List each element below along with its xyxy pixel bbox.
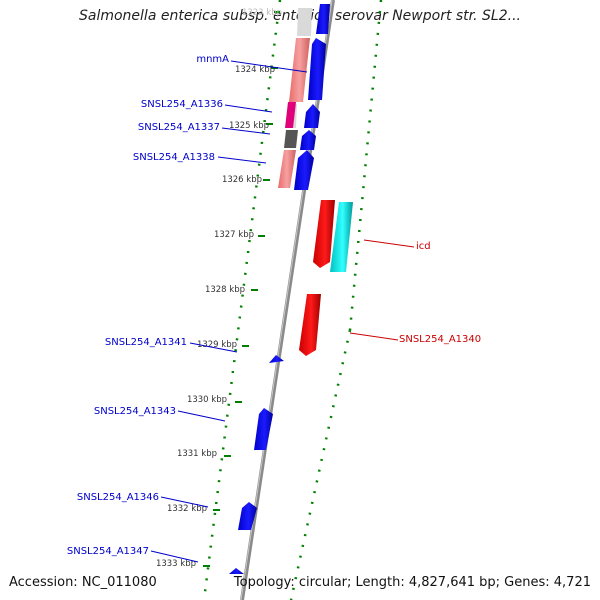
cds-SNSL254_A1347[interactable] xyxy=(229,568,244,574)
feature-label-mnmA[interactable]: mnmA xyxy=(196,54,229,65)
feature-label-SNSL254_A1340[interactable]: SNSL254_A1340 xyxy=(399,334,481,345)
feature-label-SNSL254_A1338[interactable]: SNSL254_A1338 xyxy=(133,152,215,163)
gene-band-top xyxy=(297,8,312,36)
tick-marks xyxy=(203,11,280,567)
tick-labels: 1323 kbp 1324 kbp 1325 kbp 1326 kbp 1327… xyxy=(156,8,282,569)
feature-label-SNSL254_A1347[interactable]: SNSL254_A1347 xyxy=(67,546,149,557)
trna-feature xyxy=(285,102,296,128)
cds-SNSL254_A1336[interactable] xyxy=(304,104,320,128)
tick-label: 1330 kbp xyxy=(187,395,227,405)
tick-label: 1323 kbp xyxy=(242,8,282,18)
cds-SNSL254_A1346[interactable] xyxy=(238,502,257,530)
feature-label-icd[interactable]: icd xyxy=(416,241,431,252)
feature-icd-cyan[interactable] xyxy=(330,202,353,272)
tick-label: 1327 kbp xyxy=(214,230,254,240)
feature-label-SNSL254_A1337[interactable]: SNSL254_A1337 xyxy=(138,122,220,133)
tick-label: 1332 kbp xyxy=(167,504,207,514)
rrna-feature xyxy=(284,130,298,148)
topology-label: Topology: circular; Length: 4,827,641 bp… xyxy=(233,575,591,590)
tick-label: 1328 kbp xyxy=(205,285,245,295)
feature-label-SNSL254_A1346[interactable]: SNSL254_A1346 xyxy=(77,492,159,503)
gene-band-lower xyxy=(278,150,296,188)
cds-SNSL254_A1343[interactable] xyxy=(254,408,273,450)
left-tick-guide xyxy=(202,0,282,600)
cds-SNSL254_A1338[interactable] xyxy=(294,150,314,190)
feature-label-SNSL254_A1343[interactable]: SNSL254_A1343 xyxy=(94,406,176,417)
tick-label: 1333 kbp xyxy=(156,559,196,569)
accession-label: Accession: NC_011080 xyxy=(9,575,157,590)
tick-label: 1325 kbp xyxy=(229,121,269,131)
right-tick-guide-outer xyxy=(348,0,383,331)
cds-top[interactable] xyxy=(316,4,330,34)
cds-SNSL254_A1341[interactable] xyxy=(269,355,284,363)
cds-icd[interactable] xyxy=(313,200,335,268)
feature-label-SNSL254_A1336[interactable]: SNSL254_A1336 xyxy=(141,99,223,110)
tick-label: 1329 kbp xyxy=(197,340,237,350)
tick-label: 1331 kbp xyxy=(177,449,217,459)
cds-mnmA[interactable] xyxy=(308,38,326,100)
right-tick-guide-inner xyxy=(289,329,352,600)
cds-SNSL254_A1337[interactable] xyxy=(300,130,316,150)
feature-labels: mnmA SNSL254_A1336 SNSL254_A1337 SNSL254… xyxy=(67,54,481,557)
tick-label: 1324 kbp xyxy=(235,65,275,75)
tick-label: 1326 kbp xyxy=(222,175,262,185)
label-leaders xyxy=(150,60,415,563)
cds-SNSL254_A1340[interactable] xyxy=(299,294,321,356)
gene-band-upper xyxy=(289,38,310,102)
feature-label-SNSL254_A1341[interactable]: SNSL254_A1341 xyxy=(105,337,187,348)
